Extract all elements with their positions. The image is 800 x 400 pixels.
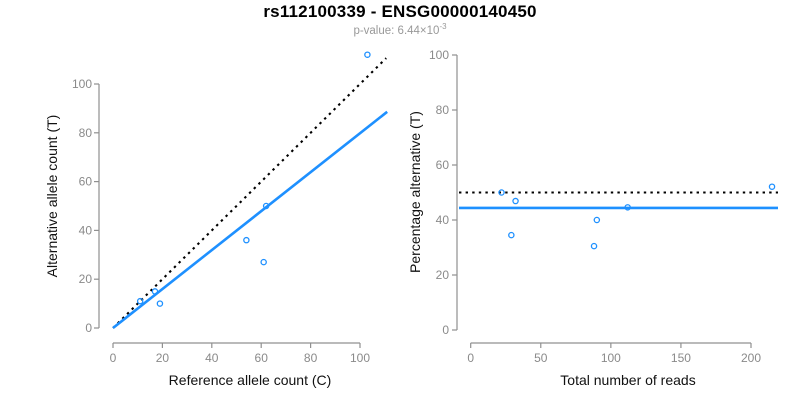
x-tick-label: 40 [205,351,219,365]
y-tick-label: 60 [436,158,450,172]
identity-line [112,57,387,329]
data-point [136,297,144,305]
fit-line [112,110,388,330]
y-axis-title: Alternative allele count (T) [44,115,60,278]
data-point [768,183,776,190]
data-point [498,189,505,196]
x-tick-label: 60 [255,351,269,365]
panel-percentage-vs-coverage: 0 50 100 150 200 0 20 40 60 80 100 Total number of … [407,48,778,388]
subtitle-exponent: -3 [439,22,447,31]
chart-subtitle: p-value: 6.44×10-3 [0,22,800,37]
x-axis-title: Total number of reads [560,372,695,388]
x-tick-label: 150 [671,351,691,365]
y-tick-label: 60 [79,175,93,189]
data-point [364,51,371,58]
y-tick-label: 100 [72,77,92,91]
data-point [512,197,519,205]
x-tick-label: 0 [467,351,474,365]
data-point [262,202,270,210]
y-tick-label: 40 [79,223,93,237]
y-tick-label: 0 [442,323,449,337]
y-tick-label: 40 [436,213,450,227]
data-point [156,300,164,307]
x-axis-title: Reference allele count (C) [169,372,332,388]
y-tick-label: 20 [436,268,450,282]
chart-title: rs112100339 - ENSG00000140450 [263,2,537,21]
data-point [590,242,598,250]
y-tick-label: 0 [85,321,92,335]
data-point [593,216,601,224]
data-point [624,204,631,211]
subtitle-base: p-value: 6.44×10 [353,24,440,37]
data-point [508,231,515,239]
y-tick-label: 80 [79,126,93,140]
y-axis-title: Percentage alternative (T) [407,111,423,273]
y-tick-label: 100 [429,48,449,62]
data-point [260,258,267,266]
y-tick-label: 20 [79,272,93,286]
x-tick-label: 50 [534,351,548,365]
x-tick-label: 100 [350,351,370,365]
data-point [243,236,250,244]
x-tick-label: 200 [741,351,761,365]
y-tick-label: 80 [436,103,450,117]
x-tick-label: 80 [304,351,318,365]
x-tick-label: 100 [601,351,621,365]
x-tick-label: 0 [110,351,117,365]
panel-allele-counts: 0 20 40 60 80 100 0 20 40 60 80 100 Reference allele… [44,51,388,388]
data-point [151,288,159,295]
x-tick-label: 20 [156,351,170,365]
